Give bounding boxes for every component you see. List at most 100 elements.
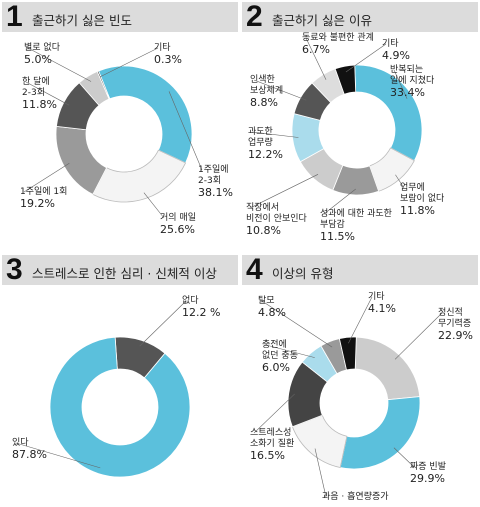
- slice-label: 별로 없다5.0%: [24, 42, 61, 66]
- leader-line: [265, 344, 315, 358]
- slice-label-name: 성과에 대한 과도한: [320, 208, 392, 219]
- slice-value: 6.0%: [262, 361, 290, 374]
- leader-line: [168, 91, 203, 171]
- leader-line: [143, 192, 165, 219]
- slice-label-name: 업무량: [248, 136, 273, 148]
- pie-slice: [92, 149, 187, 203]
- leader-line: [393, 69, 408, 99]
- panel-number: 1: [6, 0, 23, 33]
- slice-label-name: 기타: [154, 42, 171, 53]
- panel-header: 1 출근하기 싫은 빈도: [2, 0, 238, 33]
- leader-line: [253, 79, 307, 101]
- panel-header: 3 스트레스로 인한 심리 · 신체적 이상: [2, 253, 238, 286]
- leader-line: [314, 448, 327, 498]
- slice-label-name: 없던 충동: [262, 350, 298, 361]
- chart-panel-symptom-types: 4 이상의 유형 정신적 무기력증 22.9% 짜증 빈발 29.9% 과음 · 흡연량증…: [242, 253, 478, 503]
- pie-slice: [354, 336, 421, 401]
- pie-slice: [338, 336, 357, 371]
- panel-title: 이상의 유형: [272, 266, 334, 281]
- leader-line: [395, 174, 405, 189]
- leader-line: [27, 47, 92, 82]
- leader-line: [23, 162, 70, 193]
- slice-value: 15.8%: [322, 502, 357, 503]
- slice-label-name: 정신적: [438, 306, 463, 318]
- slice-value: 25.6%: [160, 223, 195, 236]
- pie-slice: [96, 70, 111, 100]
- slice-label-name: 탈모: [258, 295, 275, 306]
- leader-line: [15, 442, 101, 469]
- slice-value: 6.7%: [302, 43, 330, 56]
- slice-label-name: 과음 · 흡연량증가: [322, 490, 389, 502]
- leader-line: [251, 131, 299, 138]
- slice-value: 22.9%: [438, 329, 473, 342]
- panel-title: 출근하기 싫은 빈도: [32, 13, 132, 28]
- pie-slice: [339, 396, 421, 470]
- pie-slice: [354, 64, 423, 162]
- leader-line: [345, 43, 387, 73]
- leader-line: [261, 300, 333, 348]
- panel-header: 2 출근하기 싫은 이유: [242, 0, 478, 33]
- leader-line: [139, 300, 187, 347]
- slice-value: 12.2 %: [182, 306, 220, 319]
- panel-number: 4: [246, 253, 263, 286]
- slice-label-name: 보람이 없다: [400, 192, 445, 204]
- slice-value: 11.8%: [22, 98, 57, 111]
- slice-label-name: 일에 지쳤다: [390, 75, 435, 86]
- chart-panel-frequency: 1 출근하기 싫은 빈도 1주일에 2-3회 38.1% 거의 매일 25.6% 1주일에…: [2, 0, 238, 250]
- slice-value: 29.9%: [410, 472, 445, 485]
- slice-label-name: 없다: [182, 295, 199, 306]
- panel-title: 스트레스로 인한 심리 · 신체적 이상: [32, 266, 217, 281]
- slice-label-name: 비전이 안보인다: [246, 213, 308, 224]
- slice-label-name: 보상체계: [250, 84, 283, 96]
- slice-label-name: 부담감: [320, 218, 345, 230]
- chart-panel-symptoms: 3 스트레스로 인한 심리 · 신체적 이상 없다 12.2 % 있다 87.8%: [2, 253, 238, 503]
- slice-label-name: 동료와 불편한 관계: [302, 32, 374, 43]
- panel-title: 출근하기 싫은 이유: [272, 13, 372, 28]
- slice-value: 11.8%: [400, 204, 435, 217]
- slice-label-name: 소화기 질환: [250, 437, 294, 449]
- slice-label-name: 거의 매일: [160, 212, 196, 223]
- leader-line: [323, 188, 356, 215]
- slice-value: 8.8%: [250, 96, 278, 109]
- leader-line: [249, 174, 319, 209]
- slice-label-name: 반복되는: [390, 64, 423, 75]
- slice-label-name: 스트레스성: [250, 427, 291, 438]
- slice-label-name: 짜증 빈발: [410, 461, 446, 472]
- slice-label-name: 기타: [368, 291, 385, 302]
- slice-label-name: 있다: [12, 436, 29, 448]
- slice-label-name: 별로 없다: [24, 42, 61, 53]
- slice-label-name: 직장에서: [246, 202, 279, 213]
- slice-label-name: 2-3회: [198, 175, 221, 186]
- pie-slice: [49, 336, 191, 478]
- pie-slice: [98, 65, 193, 164]
- slice-label: 기타4.9%: [382, 38, 410, 62]
- slice-label: 기타4.1%: [368, 291, 396, 315]
- slice-value: 10.8%: [246, 224, 281, 237]
- leader-line: [348, 296, 373, 344]
- pie-slice: [334, 64, 357, 95]
- leader-line: [100, 47, 159, 78]
- slice-label-name: 기타: [382, 38, 399, 49]
- slice-value: 16.5%: [250, 449, 285, 462]
- slice-value: 4.8%: [258, 306, 286, 319]
- slice-value: 5.0%: [24, 53, 52, 66]
- slice-value: 33.4%: [390, 86, 425, 99]
- chart-panel-reasons: 2 출근하기 싫은 이유 반복되는 일에 지쳤다 33.4% 업무에 보람이 없다 11.…: [242, 0, 478, 250]
- leader-line: [394, 312, 443, 360]
